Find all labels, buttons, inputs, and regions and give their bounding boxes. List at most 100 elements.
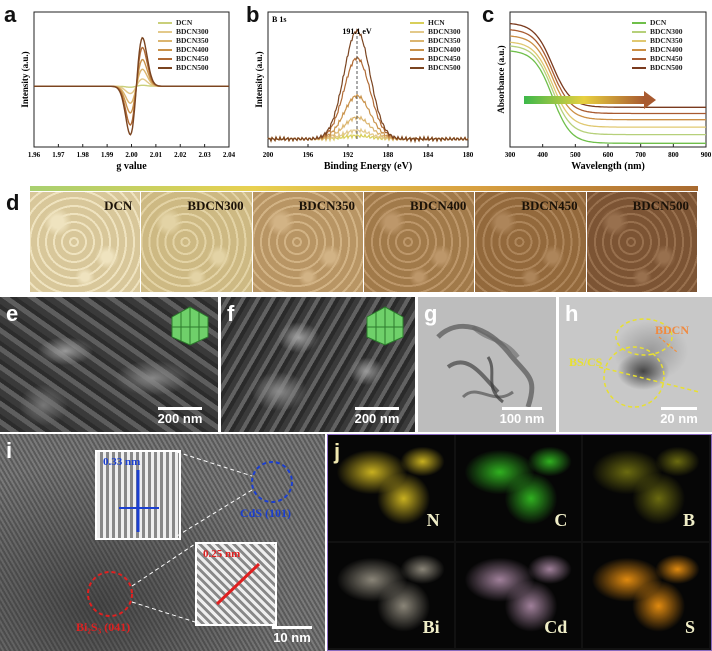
legend-swatch xyxy=(632,21,646,24)
uvvis-legend: DCN BDCN300 BDCN350 BDCN400 BDCN450 BDCN500 xyxy=(632,18,683,72)
d-spacing-bis: 0.25 nm xyxy=(203,548,241,560)
legend-swatch xyxy=(632,30,646,33)
x-tick-label: 1.97 xyxy=(52,151,65,159)
legend-swatch xyxy=(158,39,172,42)
plot-frame xyxy=(267,11,469,148)
y-axis-label: Intensity (a.u.) xyxy=(254,51,264,107)
panel-label-f: f xyxy=(227,301,235,326)
photo-label: BDCN400 xyxy=(409,198,467,213)
hrtem-image-i: i 0.33 nm 0.25 nm CdS (101) Bi₂S₃ (041) … xyxy=(0,434,325,651)
photo-label: BDCN350 xyxy=(298,198,355,213)
color-gradient-bar xyxy=(30,186,698,191)
legend-label: BDCN400 xyxy=(650,45,683,54)
scale-text-h: 20 nm xyxy=(660,411,698,426)
legend-entry: BDCN300 xyxy=(158,27,209,36)
sem-image-f: f 200 nm xyxy=(221,297,415,432)
series-line xyxy=(509,41,706,128)
crystal-model-icon xyxy=(366,306,404,346)
eds-mapping-panel: N C B Bi Cd S j xyxy=(327,434,712,651)
panel-label-e: e xyxy=(6,301,19,326)
legend-entry: BDCN400 xyxy=(410,45,461,54)
x-tick-label: 2.01 xyxy=(150,151,163,159)
legend-label: BDCN350 xyxy=(176,36,209,45)
legend-label: BDCN450 xyxy=(650,54,683,63)
scale-text-f: 200 nm xyxy=(354,411,400,426)
scale-text-e: 200 nm xyxy=(157,411,203,426)
legend-entry: BDCN300 xyxy=(632,27,683,36)
legend-label: HCN xyxy=(428,18,445,27)
x-tick-label: 200 xyxy=(263,151,274,159)
panel-label-i: i xyxy=(6,438,13,463)
tem-image-g: g 100 nm xyxy=(418,297,556,432)
eds-map-n: N xyxy=(328,435,454,541)
panel-label-c: c xyxy=(482,2,495,27)
legend-swatch xyxy=(410,21,424,24)
legend-entry: BDCN450 xyxy=(410,54,461,63)
x-tick-label: 196 xyxy=(303,151,314,159)
element-label: S xyxy=(684,617,695,637)
legend-swatch xyxy=(158,66,172,69)
x-tick-label: 600 xyxy=(603,151,614,159)
legend-swatch xyxy=(410,39,424,42)
tem-annotations xyxy=(598,318,700,408)
x-tick-label: 2.03 xyxy=(199,151,212,159)
x-tick-label: 2.02 xyxy=(174,151,187,159)
bdcn-label: BDCN xyxy=(655,323,690,337)
x-axis-label: g value xyxy=(116,161,147,172)
panel-label-b: b xyxy=(246,2,260,27)
eds-map-cd: Cd xyxy=(455,542,582,648)
peak-annotation: 191.1 eV xyxy=(342,27,372,36)
series-line xyxy=(509,50,706,144)
legend-swatch xyxy=(158,57,172,60)
legend-entry: BDCN500 xyxy=(632,63,683,72)
xps-chart: 200 196 192 188 184 180 Binding Energy (eV) Int… xyxy=(254,11,474,172)
series-line xyxy=(509,45,706,136)
d-spacing-cds: 0.33 nm xyxy=(103,456,141,468)
uvvis-chart: 300 400 500 600 700 800 900 Wavelength (nm) Abso… xyxy=(496,11,712,172)
legend-label: BDCN300 xyxy=(428,27,461,36)
legend-label: BDCN300 xyxy=(176,27,209,36)
element-label: Cd xyxy=(544,617,568,637)
legend-entry: BDCN350 xyxy=(158,36,209,45)
fft-inset-cds: 0.33 nm xyxy=(95,450,181,540)
bis-label: Bi₂S₃ (041) xyxy=(76,620,131,634)
x-axis-label: Binding Energy (eV) xyxy=(324,161,412,172)
scale-bar-e: 200 nm xyxy=(152,407,208,426)
element-label: Bi xyxy=(422,617,440,637)
legend-entry: BDCN350 xyxy=(632,36,683,45)
fft-inset-bis: 0.25 nm xyxy=(195,542,277,626)
x-tick-label: 400 xyxy=(537,151,548,159)
x-tick-label: 1.96 xyxy=(28,151,41,159)
powder-photo-bdcn350: BDCN350 xyxy=(252,192,363,292)
legend-label: DCN xyxy=(650,18,667,27)
epr-legend: DCN BDCN300 BDCN350 BDCN400 BDCN450 BDCN500 xyxy=(158,18,209,72)
element-label: N xyxy=(426,509,440,530)
hrtem-annotations xyxy=(87,451,293,623)
legend-entry: BDCN300 xyxy=(410,27,461,36)
scale-text-g: 100 nm xyxy=(499,411,545,426)
gradient-arrow-shaft xyxy=(524,96,644,104)
panel-label-g: g xyxy=(424,301,438,326)
legend-label: BDCN300 xyxy=(650,27,683,36)
series-line xyxy=(509,35,706,121)
photo-label: BDCN450 xyxy=(521,198,578,213)
x-tick-label: 1.98 xyxy=(77,151,90,159)
legend-swatch xyxy=(158,30,172,33)
xps-legend: HCN BDCN300 BDCN350 BDCN400 BDCN450 BDCN500 xyxy=(410,18,461,72)
tem-image-h: h BDCN BS/CS 20 nm xyxy=(559,297,712,432)
x-tick-label: 300 xyxy=(505,151,516,159)
legend-label: BDCN350 xyxy=(650,36,683,45)
x-tick-label: 2.04 xyxy=(223,151,235,159)
series-line xyxy=(34,36,229,136)
scale-bar-f: 200 nm xyxy=(349,407,405,426)
legend-swatch xyxy=(158,21,172,24)
powder-photo-bdcn500: BDCN500 xyxy=(586,192,697,292)
legend-label: BDCN500 xyxy=(650,63,683,72)
chart-title: B 1s xyxy=(272,15,286,24)
x-tick-label: 1.99 xyxy=(101,151,114,159)
x-tick-label: 700 xyxy=(635,151,646,159)
legend-swatch xyxy=(158,48,172,51)
legend-swatch xyxy=(632,39,646,42)
legend-label: BDCN450 xyxy=(176,54,209,63)
panel-label-a: a xyxy=(4,2,17,27)
